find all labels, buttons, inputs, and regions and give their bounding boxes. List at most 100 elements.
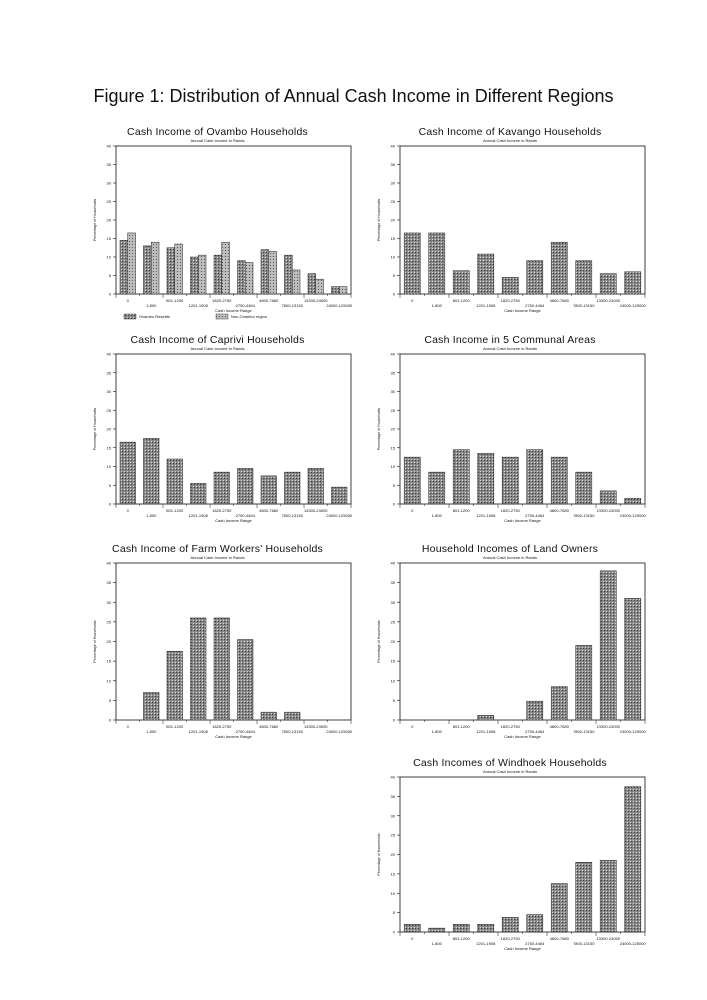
y-tick-label: 30 — [391, 600, 396, 605]
bar-1-800 — [428, 471, 446, 505]
x-tick-label: 24000-125000 — [326, 303, 353, 308]
y-tick-label: 15 — [391, 871, 396, 876]
y-tick-label: 10 — [107, 464, 112, 469]
x-tick-label: 24000-125000 — [620, 303, 647, 308]
x-tick-label: 13300-24000 — [596, 298, 620, 303]
x-tick-label: 24000-125000 — [620, 941, 647, 946]
bar-1820-2750 — [213, 617, 230, 721]
x-tick-label: 13300-24000 — [304, 724, 328, 729]
chart-subtitle: Annual Cash Income in Rands — [190, 138, 245, 143]
x-tick-label: 7800-13150 — [573, 729, 595, 734]
y-tick-label: 35 — [391, 162, 396, 167]
bar-24000-125000 — [624, 498, 642, 505]
y-tick-label: 0 — [393, 292, 396, 297]
y-tick-label: 25 — [391, 199, 396, 204]
chart-panel-communal: Cash Income in 5 Communal Areas Annual Ca… — [370, 334, 650, 534]
chart-subtitle: Annual Cash Income in Rands — [482, 138, 538, 143]
x-axis-label: Cash Income Range — [215, 734, 252, 739]
y-tick-label: 30 — [391, 813, 396, 818]
x-tick-label: 7800-13150 — [282, 729, 304, 734]
y-tick-label: 40 — [107, 144, 112, 149]
x-tick-label: 1820-2750 — [212, 298, 232, 303]
bar-1201-1908 — [477, 924, 495, 933]
chart-svg: 0 5 10 15 20 25 30 35 40 Percentage of Households… — [377, 561, 646, 740]
y-tick-label: 30 — [107, 389, 112, 394]
bar-1-800 — [428, 927, 446, 933]
x-tick-label: 1-800 — [432, 513, 443, 518]
bar-2750-4464 — [237, 468, 254, 505]
x-tick-label: 1820-2750 — [501, 508, 521, 513]
x-tick-label: 4800-7680 — [259, 298, 279, 303]
y-tick-label: 20 — [391, 218, 396, 223]
bar-13300-24000 — [599, 860, 617, 933]
y-tick-label: 20 — [107, 639, 112, 644]
bar-801-1200 — [166, 247, 176, 295]
bar-24000-125000 — [339, 286, 348, 295]
y-tick-label: 0 — [393, 502, 396, 507]
legend-swatch — [123, 313, 137, 320]
x-tick-label: 0 — [411, 936, 414, 941]
y-tick-label: 25 — [391, 408, 396, 413]
y-tick-label: 15 — [391, 236, 396, 241]
y-tick-label: 15 — [391, 659, 396, 664]
bar-1201-1908 — [477, 253, 495, 295]
x-tick-label: 0 — [127, 724, 130, 729]
bar-13300-24000 — [599, 273, 617, 295]
x-tick-label: 24000-125000 — [326, 729, 353, 734]
y-tick-label: 0 — [109, 502, 112, 507]
x-axis-label: Cash Income Range — [215, 308, 252, 313]
y-tick-label: 5 — [393, 273, 396, 278]
bar-24000-125000 — [624, 271, 642, 295]
x-tick-label: 801-1200 — [453, 936, 471, 941]
bar-7800-13150 — [575, 862, 593, 933]
bar-2750-4464 — [526, 449, 544, 505]
x-tick-label: 2750-4464 — [236, 513, 256, 518]
bar-13300-24000 — [315, 278, 324, 295]
x-tick-label: 801-1200 — [166, 724, 184, 729]
x-tick-label: 801-1200 — [453, 508, 471, 513]
bar-24000-125000 — [624, 786, 642, 933]
x-tick-label: 1820-2750 — [212, 508, 232, 513]
chart-title: Cash Income of Farm Workers' Households — [112, 543, 323, 555]
bar-1-800 — [143, 245, 152, 295]
x-tick-label: 1820-2750 — [501, 936, 521, 941]
x-tick-label: 2750-4464 — [525, 303, 545, 308]
x-tick-label: 1-800 — [146, 729, 157, 734]
bar-1820-2750 — [501, 917, 519, 933]
y-axis-label: Percentage of Households — [377, 833, 381, 876]
bar-4800-7680 — [550, 686, 568, 721]
bar-801-1200 — [452, 270, 470, 295]
chart-svg: 0 5 10 15 20 25 30 35 40 Percentage of Households… — [93, 561, 353, 740]
y-tick-label: 5 — [393, 910, 396, 915]
chart-title: Cash Income of Ovambo Households — [127, 126, 308, 138]
bar-1201-1908 — [198, 254, 207, 295]
x-tick-label: 2750-4464 — [525, 729, 545, 734]
y-tick-label: 25 — [107, 199, 112, 204]
x-tick-label: 1-800 — [432, 941, 443, 946]
bar-24000-125000 — [624, 598, 642, 721]
chart-panel-landowners: Household Incomes of Land Owners Annual C… — [370, 543, 650, 750]
x-tick-label: 0 — [411, 298, 414, 303]
y-tick-label: 30 — [391, 389, 396, 394]
y-tick-label: 0 — [393, 930, 396, 935]
bar-1820-2750 — [213, 471, 230, 505]
y-tick-label: 5 — [393, 698, 396, 703]
y-tick-label: 35 — [391, 794, 396, 799]
bar-801-1200 — [452, 449, 470, 505]
bar-1820-2750 — [501, 277, 519, 295]
x-tick-label: 13300-24000 — [596, 508, 620, 513]
x-tick-label: 1201-1908 — [189, 513, 209, 518]
chart-svg: 0 5 10 15 20 25 30 35 40 Percentage of Households… — [377, 352, 646, 524]
x-tick-label: 4800-7680 — [550, 936, 570, 941]
y-tick-label: 10 — [391, 255, 396, 260]
x-tick-label: 801-1200 — [166, 298, 184, 303]
x-tick-label: 1-800 — [432, 303, 443, 308]
x-tick-label: 801-1200 — [166, 508, 184, 513]
bar-1201-1908 — [190, 617, 207, 721]
y-tick-label: 35 — [391, 370, 396, 375]
chart-svg: 0 5 10 15 20 25 30 35 40 Percentage of Households… — [93, 352, 353, 524]
chart-panel-farmworkers: Cash Income of Farm Workers' Households A… — [80, 543, 355, 750]
x-axis-label: Cash Income Range — [504, 946, 541, 951]
bar-7800-13150 — [284, 711, 301, 721]
y-tick-label: 25 — [391, 833, 396, 838]
